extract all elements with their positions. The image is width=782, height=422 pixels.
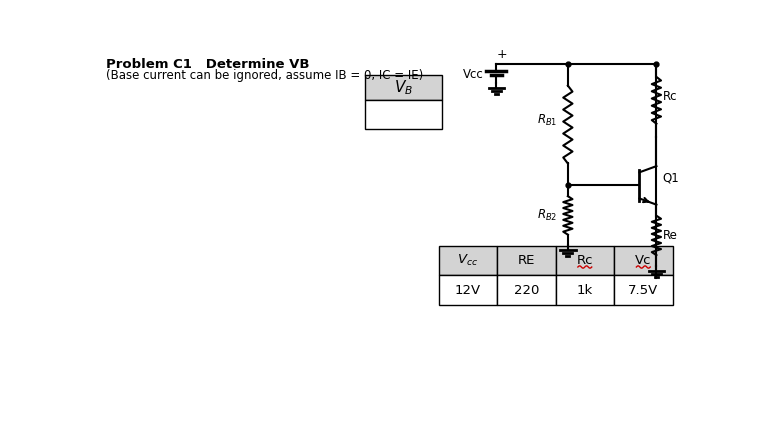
- Bar: [365, 100, 443, 129]
- Bar: [439, 276, 497, 305]
- Bar: [365, 75, 443, 100]
- Text: 7.5V: 7.5V: [628, 284, 658, 297]
- Text: Vcc: Vcc: [463, 68, 484, 81]
- Text: Vc: Vc: [635, 254, 651, 268]
- Text: 220: 220: [514, 284, 539, 297]
- Bar: [555, 246, 614, 276]
- Text: 1k: 1k: [576, 284, 593, 297]
- Bar: [614, 276, 673, 305]
- Text: $R_{B2}$: $R_{B2}$: [536, 208, 557, 223]
- Text: $R_{B1}$: $R_{B1}$: [536, 113, 557, 128]
- Text: Rc: Rc: [576, 254, 593, 268]
- Bar: [497, 246, 555, 276]
- Text: Rc: Rc: [662, 90, 677, 103]
- Text: RE: RE: [518, 254, 535, 268]
- Bar: [614, 246, 673, 276]
- Text: $V_B$: $V_B$: [394, 78, 414, 97]
- Text: +: +: [497, 49, 508, 62]
- Text: 12V: 12V: [454, 284, 481, 297]
- Text: Problem C1   Determine VB: Problem C1 Determine VB: [106, 57, 310, 70]
- Bar: [555, 276, 614, 305]
- Bar: [497, 276, 555, 305]
- Text: Re: Re: [662, 229, 677, 242]
- Bar: [439, 246, 497, 276]
- Text: (Base current can be ignored, assume IB = 0, IC = IE): (Base current can be ignored, assume IB …: [106, 69, 423, 82]
- Text: Q1: Q1: [662, 171, 680, 184]
- Text: $V_{cc}$: $V_{cc}$: [457, 253, 479, 268]
